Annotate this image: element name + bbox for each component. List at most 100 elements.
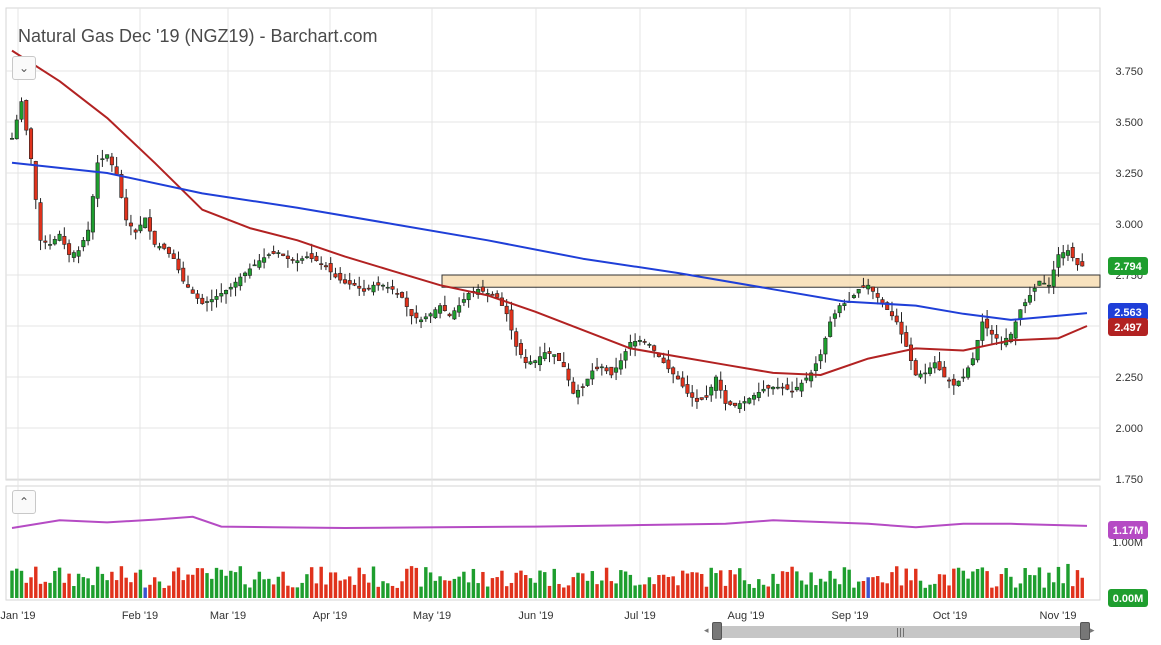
candle xyxy=(642,338,647,345)
candle-body xyxy=(595,366,600,370)
candle xyxy=(956,380,961,387)
candle xyxy=(637,335,642,346)
candle-body xyxy=(395,293,400,295)
candle-body xyxy=(671,367,676,375)
candle-body xyxy=(271,251,276,254)
candle xyxy=(328,257,333,280)
volume-bar xyxy=(795,571,799,598)
volume-bar xyxy=(338,580,342,598)
volume-bar xyxy=(880,582,885,598)
scroll-handle-left[interactable] xyxy=(712,622,722,640)
volume-bar xyxy=(462,571,466,598)
candle xyxy=(576,384,581,405)
candle xyxy=(908,337,914,371)
candle xyxy=(704,385,709,401)
candle xyxy=(224,289,229,304)
resistance-zone-layer xyxy=(441,274,1101,288)
candle xyxy=(376,276,381,291)
candle-body xyxy=(233,281,238,288)
candle xyxy=(381,283,386,291)
candle xyxy=(400,291,405,299)
candle xyxy=(856,288,861,298)
candle-body xyxy=(466,293,471,301)
candle xyxy=(133,228,138,240)
candle xyxy=(685,375,690,397)
candle-body xyxy=(642,341,647,343)
volume-bar xyxy=(381,581,385,598)
candle xyxy=(67,239,72,263)
candle-body xyxy=(1070,247,1075,258)
scroll-right-arrow-icon[interactable]: ▸ xyxy=(1090,626,1095,636)
candle xyxy=(628,334,633,356)
volume-bar xyxy=(890,572,894,598)
candle-body xyxy=(637,339,642,342)
volume-bar xyxy=(509,582,514,598)
scroll-grip-icon[interactable]: ||| xyxy=(896,628,906,638)
volume-bar xyxy=(148,584,152,598)
volume-bar xyxy=(34,566,38,598)
candle xyxy=(557,352,562,361)
timeline-scrollbar[interactable] xyxy=(716,626,1086,638)
candle-body xyxy=(985,318,990,329)
grid-layer xyxy=(5,7,1101,601)
candle xyxy=(276,250,281,258)
candle xyxy=(342,273,347,285)
volume-bar xyxy=(267,578,271,598)
candle-body xyxy=(376,282,381,286)
candle-body xyxy=(490,293,495,296)
candle-body xyxy=(185,284,191,288)
candle-body xyxy=(728,401,733,405)
scroll-left-arrow-icon[interactable]: ◂ xyxy=(704,626,709,636)
candle-body xyxy=(732,402,738,406)
candle-body xyxy=(314,255,319,262)
last-price-tag-text: 2.794 xyxy=(1114,261,1142,273)
volume-bar xyxy=(837,584,842,598)
candle xyxy=(771,386,776,395)
sma-50-tag: 2.497 xyxy=(1108,318,1148,336)
candle xyxy=(1023,298,1028,314)
candle-body xyxy=(918,373,923,378)
volume-bar xyxy=(162,587,166,598)
scroll-handle-right[interactable] xyxy=(1080,622,1090,640)
candle-body xyxy=(190,289,195,294)
candle-body xyxy=(195,293,200,299)
candle-body xyxy=(932,362,937,369)
volume-bar xyxy=(143,587,147,598)
volume-bar xyxy=(219,569,224,598)
candle-body xyxy=(309,253,314,259)
collapse-volume-panel-button[interactable]: ⌃ xyxy=(12,490,36,514)
candle-body xyxy=(62,236,67,245)
candle xyxy=(880,297,885,308)
volume-bar xyxy=(133,572,138,598)
volume-bar xyxy=(110,571,114,598)
candle-body xyxy=(247,268,252,276)
volume-bar xyxy=(528,578,533,598)
volume-bar xyxy=(852,587,856,598)
volume-bar xyxy=(357,567,361,598)
volume-bar xyxy=(661,574,666,598)
candle xyxy=(100,149,105,167)
chart-title: Natural Gas Dec '19 (NGZ19) - Barchart.c… xyxy=(18,26,378,46)
volume-bar xyxy=(652,584,656,598)
candle xyxy=(390,279,395,295)
candle-body xyxy=(300,258,305,261)
x-tick-label: Apr '19 xyxy=(313,610,348,622)
candle xyxy=(723,385,728,411)
volume-bar xyxy=(928,584,932,598)
volume-bar xyxy=(29,577,33,598)
candle-body xyxy=(913,360,918,376)
candle xyxy=(1046,277,1051,294)
candle-body xyxy=(694,397,699,402)
volume-bar xyxy=(771,573,775,598)
candle xyxy=(690,385,695,407)
volume-bar xyxy=(95,566,100,598)
volume-bar xyxy=(600,580,604,598)
candle xyxy=(1018,309,1023,326)
candle xyxy=(109,152,114,172)
candle-body xyxy=(176,258,181,271)
candle xyxy=(533,359,538,368)
candle-body xyxy=(171,253,176,259)
collapse-main-panel-button[interactable]: ⌄ xyxy=(12,56,36,80)
candle-body xyxy=(371,284,376,293)
